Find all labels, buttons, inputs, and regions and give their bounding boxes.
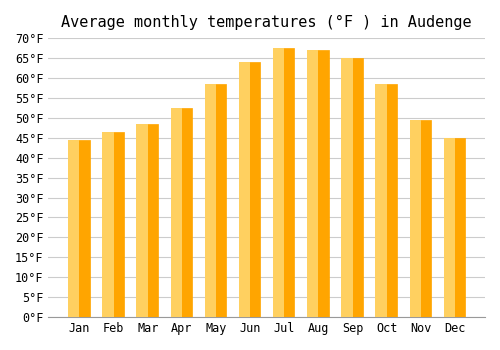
- Bar: [444, 138, 465, 317]
- Bar: [376, 84, 386, 317]
- Bar: [274, 48, 294, 317]
- Bar: [102, 132, 114, 317]
- Bar: [172, 108, 192, 317]
- Bar: [376, 84, 397, 317]
- Bar: [138, 124, 158, 317]
- Bar: [68, 140, 80, 317]
- Bar: [444, 138, 455, 317]
- Bar: [69, 140, 89, 317]
- Bar: [204, 84, 216, 317]
- Bar: [308, 50, 328, 317]
- Bar: [273, 48, 284, 317]
- Bar: [170, 108, 182, 317]
- Bar: [342, 58, 352, 317]
- Bar: [240, 62, 260, 317]
- Bar: [104, 132, 124, 317]
- Bar: [342, 58, 363, 317]
- Bar: [307, 50, 318, 317]
- Bar: [410, 120, 431, 317]
- Bar: [206, 84, 226, 317]
- Bar: [410, 120, 421, 317]
- Bar: [239, 62, 250, 317]
- Bar: [136, 124, 147, 317]
- Title: Average monthly temperatures (°F ) in Audenge: Average monthly temperatures (°F ) in Au…: [62, 15, 472, 30]
